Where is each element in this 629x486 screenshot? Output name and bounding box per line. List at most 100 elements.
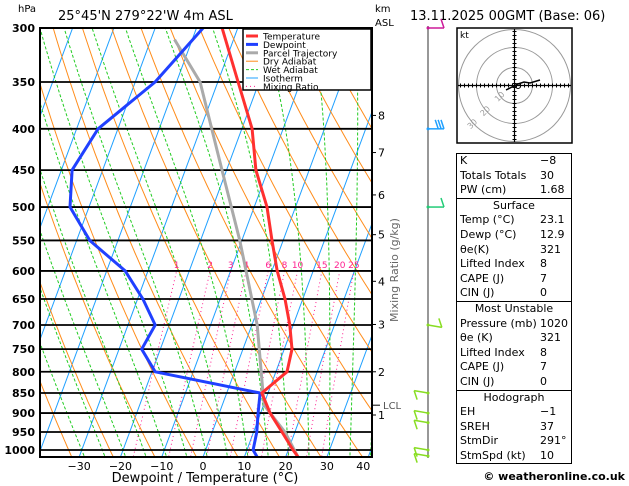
index-value: 0 [540, 374, 547, 388]
mixing-ratio-label: 15 [316, 261, 327, 271]
wind-barb-point [426, 411, 430, 415]
km-tick-label: 7 [378, 147, 385, 160]
dry-adiabat-line [198, 28, 372, 354]
mixing-ratio-label: 10 [292, 261, 304, 271]
wind-barb [413, 419, 430, 430]
wind-barb-shaft [414, 409, 429, 414]
legend-label: Temperature [262, 33, 320, 43]
index-label: CIN (J) [460, 286, 495, 300]
mixing-ratio-line [247, 270, 285, 457]
section-title: Hodograph [483, 390, 545, 404]
index-value: 0 [540, 286, 547, 300]
index-row: StmDir 291° [457, 434, 571, 449]
pressure-tick-label: 750 [12, 343, 35, 356]
wet-adiabat-line [349, 28, 359, 457]
pressure-tick-label: 800 [12, 366, 35, 379]
mixing-ratio-label: 8 [282, 261, 288, 271]
isotherm-line [40, 28, 115, 230]
index-value: 1020 [540, 316, 568, 330]
mixing-ratio-line [132, 270, 178, 457]
temperature-tick-label: 0 [200, 460, 207, 473]
mixing-ratio-line [305, 270, 341, 457]
hodograph-unit: kt [460, 31, 469, 41]
temperature-tick-label: −30 [68, 460, 91, 473]
index-label: CAPE (J) [460, 271, 505, 285]
index-label: StmSpd (kt) [460, 448, 526, 462]
isotherm-line [285, 222, 372, 457]
general-indices: K −8 Totals Totals 30 PW (cm) 1.68 [457, 154, 571, 198]
km-tick-label: 1 [378, 409, 385, 422]
index-row: Lifted Index 8 [457, 346, 571, 361]
dewpoint-trace [68, 28, 262, 457]
dry-adiabat-line [169, 28, 372, 412]
index-label: Totals Totals [460, 168, 527, 182]
index-label: StmDir [460, 434, 499, 448]
km-tick-label: 4 [378, 275, 385, 288]
dry-adiabat-line [40, 379, 73, 457]
dry-adiabat-line [81, 28, 281, 457]
asl-label: ASL [375, 18, 394, 29]
wind-barb-flag [413, 390, 418, 400]
legend-label: Wet Adiabat [263, 66, 318, 76]
index-value: −8 [540, 154, 557, 167]
index-value: 8 [540, 345, 547, 359]
wind-barb-flag [413, 447, 418, 457]
wind-barb-point [426, 391, 430, 395]
wet-adiabat-line [40, 167, 147, 457]
wet-adiabat-line [40, 28, 188, 457]
km-label: km [375, 4, 391, 15]
pressure-tick-label: 500 [12, 201, 35, 214]
dry-adiabat-line [228, 28, 372, 296]
index-row: CAPE (J) 7 [457, 272, 571, 287]
km-tick-label: 3 [378, 318, 385, 331]
wind-barb-shaft [414, 419, 429, 424]
dry-adiabat-line [111, 28, 322, 457]
index-label: SREH [460, 419, 490, 433]
wet-adiabat-line [313, 28, 331, 457]
wind-barb-point [426, 205, 430, 209]
hodograph-indices: Hodograph EH −1 SREH 37 StmDir 291° StmSpd (kt… [457, 389, 571, 464]
legend-box [242, 28, 372, 91]
mixing-ratio-line [229, 270, 269, 457]
index-label: K [460, 154, 468, 167]
wind-barb-flag [440, 18, 445, 29]
temperature-trace [220, 28, 300, 457]
dry-adiabat-line [40, 280, 114, 457]
index-label: Lifted Index [460, 257, 525, 271]
index-value: 291° [540, 434, 567, 448]
pressure-tick-label: 700 [12, 319, 35, 332]
index-label: Lifted Index [460, 345, 525, 359]
wind-barb-shaft [414, 389, 429, 394]
wind-barb [413, 452, 430, 463]
hodograph-trace [505, 79, 541, 91]
legend-label: Mixing Ratio [263, 83, 319, 93]
index-label: Temp (°C) [460, 213, 515, 227]
wind-barb [413, 409, 430, 420]
index-value: 37 [540, 419, 554, 433]
mixing-ratio-label: 2 [207, 261, 213, 271]
index-label: θe(K) [460, 242, 490, 256]
isotherm-line [40, 28, 156, 341]
pressure-tick-label: 450 [12, 164, 35, 177]
mixing-ratio-axis-title: Mixing Ratio (g/kg) [388, 218, 401, 322]
surface-indices: Surface Temp (°C) 23.1 Dewp (°C) 12.9 θe(K) 3… [457, 197, 571, 301]
mixing-ratio-line [190, 270, 232, 457]
mixing-ratio-label: 1 [174, 261, 180, 271]
wind-barb [426, 318, 443, 329]
copyright-link[interactable]: © weatheronline.co.uk [483, 470, 625, 483]
index-value: 321 [540, 242, 561, 256]
isotherm-line [326, 333, 372, 457]
section-title: Most Unstable [474, 301, 554, 315]
index-value: 1.68 [540, 183, 565, 197]
wind-barb-point [426, 127, 430, 131]
index-label: Pressure (mb) [460, 316, 537, 330]
index-row: CIN (J) 0 [457, 286, 571, 301]
index-row: PW (cm) 1.68 [457, 183, 571, 198]
wet-adiabat-line [212, 28, 290, 457]
index-label: CIN (J) [460, 374, 495, 388]
x-axis-title: Dewpoint / Temperature (°C) [112, 471, 299, 486]
wind-barb-flag [434, 119, 439, 130]
wind-barb-point [426, 454, 430, 458]
